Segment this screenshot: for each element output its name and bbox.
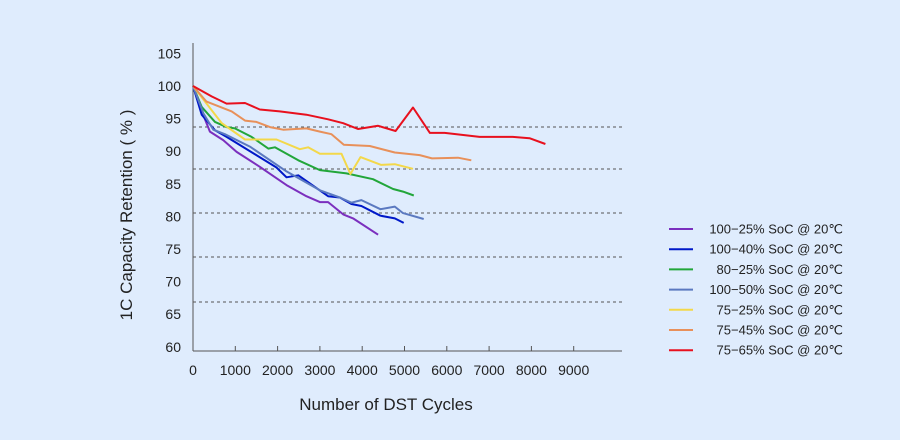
series-lines <box>192 85 546 236</box>
x-tick-label: 6000 <box>431 362 462 378</box>
x-tick-labels: 0 1000 2000 3000 4000 5000 6000 7000 8000 9000 <box>189 346 589 378</box>
x-tick-label: 2000 <box>262 362 293 378</box>
x-tick-label: 1000 <box>220 362 251 378</box>
y-tick-label: 80 <box>165 208 181 224</box>
y-tick-label: 70 <box>165 274 181 290</box>
y-axis-label: 1C Capacity Retention ( % ) <box>117 110 136 321</box>
x-tick-label: 4000 <box>347 362 378 378</box>
y-tick-label: 65 <box>165 306 181 322</box>
series-line-4 <box>192 85 414 175</box>
legend: 100−25% SoC @ 20℃ 100−40% SoC @ 20℃ 80−25%… <box>669 222 843 358</box>
y-tick-label: 75 <box>165 241 181 257</box>
legend-label: 100−50% SoC @ 20℃ <box>709 282 843 297</box>
legend-label: 75−65% SoC @ 20℃ <box>717 343 843 358</box>
legend-label: 80−25% SoC @ 20℃ <box>717 262 843 277</box>
series-line-3 <box>192 85 424 220</box>
legend-label: 100−25% SoC @ 20℃ <box>709 222 843 237</box>
y-tick-label: 100 <box>158 78 182 94</box>
x-tick-label: 3000 <box>304 362 335 378</box>
y-tick-label: 85 <box>165 176 181 192</box>
series-line-6 <box>192 85 546 145</box>
x-tick-label: 7000 <box>474 362 505 378</box>
y-tick-label: 60 <box>165 339 181 355</box>
legend-label: 100−40% SoC @ 20℃ <box>709 242 843 257</box>
y-tick-label: 90 <box>165 143 181 159</box>
legend-label: 75−45% SoC @ 20℃ <box>717 323 843 338</box>
x-tick-label: 5000 <box>389 362 420 378</box>
y-tick-labels: 60 65 70 75 80 85 90 95 100 105 <box>158 45 182 354</box>
series-line-0 <box>192 85 379 236</box>
series-line-2 <box>192 85 415 197</box>
x-axis-label: Number of DST Cycles <box>299 395 473 414</box>
y-tick-label: 95 <box>165 111 181 127</box>
series-line-1 <box>192 85 405 224</box>
legend-label: 75−25% SoC @ 20℃ <box>717 302 843 317</box>
x-tick-label: 9000 <box>558 362 589 378</box>
y-tick-label: 105 <box>158 45 182 61</box>
x-tick-label: 8000 <box>516 362 547 378</box>
series-line-5 <box>192 85 472 162</box>
x-tick-label: 0 <box>189 362 197 378</box>
